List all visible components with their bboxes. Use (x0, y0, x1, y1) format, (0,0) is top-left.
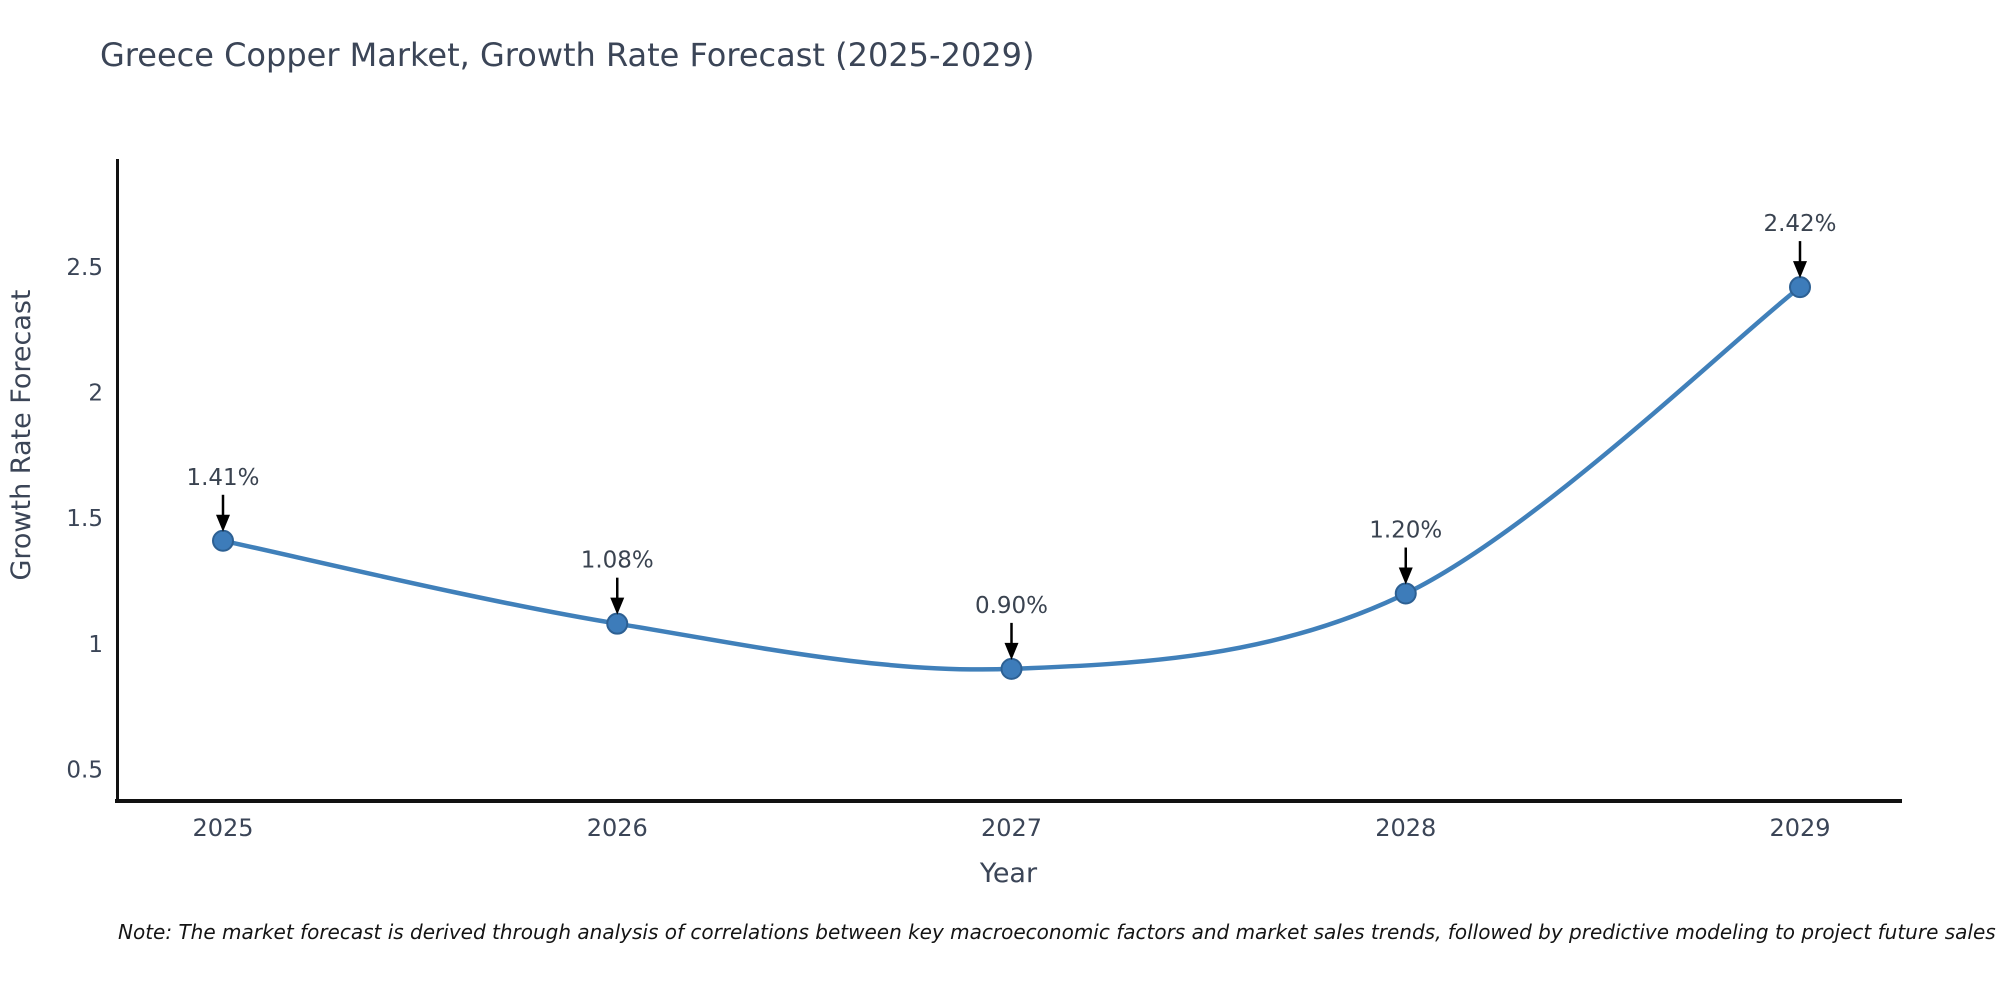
annotation-arrowhead (1004, 642, 1019, 660)
data-point-marker (1000, 657, 1023, 680)
annotation-arrowhead (1793, 261, 1807, 279)
data-point-marker (212, 529, 234, 552)
x-tick-label: 2025 (192, 814, 253, 842)
data-point-marker (606, 612, 629, 635)
annotation-label: 1.20% (1369, 518, 1442, 544)
y-tick-label: 1.5 (66, 506, 103, 532)
annotation-arrowhead (1398, 567, 1413, 585)
y-axis-title: Growth Rate Forecast (6, 289, 37, 580)
x-tick-label: 2026 (587, 814, 648, 842)
chart-title: Greece Copper Market, Growth Rate Foreca… (100, 36, 1035, 74)
x-tick-label: 2028 (1375, 814, 1436, 842)
footnote: Note: The market forecast is derived thr… (118, 920, 1996, 944)
y-tick-label: 2.5 (66, 255, 103, 281)
y-tick-label: 1 (88, 632, 103, 658)
x-tick-label: 2027 (981, 814, 1042, 842)
data-point-marker (1394, 582, 1417, 605)
annotation-arrowhead (216, 514, 230, 532)
annotation-label: 1.41% (186, 465, 259, 491)
annotation-label: 0.90% (975, 593, 1048, 619)
annotation-label: 1.08% (581, 548, 654, 574)
data-point-marker (1789, 276, 1811, 299)
annotation-label: 2.42% (1763, 211, 1836, 237)
x-axis-title: Year (979, 858, 1038, 889)
y-tick-label: 0.5 (66, 757, 103, 783)
y-tick-label: 2 (88, 381, 103, 407)
annotation-arrowhead (610, 597, 625, 615)
x-tick-label: 2029 (1769, 814, 1830, 842)
